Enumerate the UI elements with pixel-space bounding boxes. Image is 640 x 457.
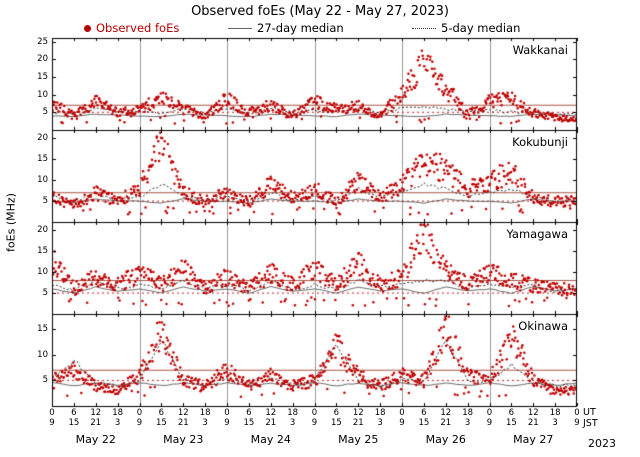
station-label-wakkanai: Wakkanai — [512, 43, 568, 57]
x-tick-label-ut: 0 — [574, 408, 580, 418]
day-label: May 26 — [425, 433, 466, 446]
solid-line-marker-icon — [228, 27, 252, 29]
x-tick-label-ut: 6 — [508, 408, 515, 418]
x-tick-label-jst: 3 — [552, 418, 558, 428]
x-tick-label-ut: 12 — [177, 408, 189, 418]
legend-27day-label: 27-day median — [257, 21, 344, 35]
x-tick-label-jst: 21 — [177, 418, 189, 428]
legend-observed-label: Observed foEs — [96, 21, 180, 35]
jst-unit-label: JST — [583, 418, 598, 429]
x-tick-label-jst: 9 — [224, 418, 230, 428]
x-tick-label-jst: 21 — [265, 418, 277, 428]
y-tick-label: 15 — [37, 71, 48, 82]
y-tick-label: 5 — [42, 196, 48, 207]
x-tick-label-ut: 6 — [158, 408, 165, 418]
legend-5day-label: 5-day median — [441, 21, 521, 35]
y-tick-label: 5 — [42, 107, 48, 118]
x-tick-label-ut: 12 — [265, 408, 277, 418]
x-tick-label-jst: 9 — [399, 418, 405, 428]
y-tick-label: 10 — [37, 175, 48, 186]
y-axis-label: foEs (MHz) — [4, 193, 18, 252]
y-tick-label: 15 — [37, 246, 48, 257]
day-label: May 25 — [338, 433, 379, 446]
x-tick-label-jst: 21 — [352, 418, 364, 428]
x-tick-label-ut: 18 — [287, 408, 299, 418]
x-tick-label-jst: 9 — [486, 418, 493, 428]
x-tick-label-jst: 3 — [377, 418, 383, 428]
x-tick-label-jst: 15 — [243, 418, 255, 428]
y-tick-label: 10 — [37, 267, 48, 278]
y-tick-label: 15 — [37, 324, 48, 335]
x-tick-label-ut: 0 — [224, 408, 230, 418]
day-label: May 22 — [75, 433, 116, 446]
x-tick-label-jst: 21 — [527, 418, 539, 428]
x-tick-label-jst: 3 — [202, 418, 208, 428]
y-tick-label: 10 — [37, 89, 48, 100]
legend-27day-median: 27-day median — [228, 21, 344, 35]
x-tick-label-jst: 3 — [289, 418, 296, 428]
y-tick-label: 15 — [37, 154, 48, 165]
x-tick-label-jst: 21 — [440, 418, 452, 428]
x-tick-label-ut: 6 — [246, 408, 252, 418]
day-label: May 24 — [250, 433, 291, 446]
y-tick-label: 5 — [42, 288, 48, 299]
x-tick-label-ut: 18 — [112, 408, 124, 418]
x-tick-label-jst: 3 — [114, 418, 121, 428]
x-tick-label-jst: 9 — [574, 418, 580, 428]
x-tick-label-jst: 9 — [311, 418, 318, 428]
x-tick-label-ut: 0 — [399, 408, 405, 418]
y-tick-label: 20 — [37, 54, 48, 65]
x-tick-label-ut: 12 — [440, 408, 452, 418]
station-label-kokubunji: Kokubunji — [512, 135, 568, 149]
chart-title: Observed foEs (May 22 - May 27, 2023) — [191, 4, 449, 19]
x-tick-label-ut: 0 — [311, 408, 318, 418]
legend-observed: Observed foEs — [84, 21, 179, 35]
x-tick-label-jst: 9 — [136, 418, 143, 428]
year-label: 2023 — [588, 437, 616, 450]
x-tick-label-ut: 18 — [462, 408, 474, 418]
y-tick-label: 5 — [42, 375, 48, 386]
y-tick-label: 10 — [37, 349, 48, 360]
y-tick-label: 25 — [37, 36, 48, 47]
dotted-line-marker-icon — [412, 27, 436, 29]
x-tick-label-ut: 18 — [374, 408, 386, 418]
y-tick-label: 20 — [37, 133, 48, 144]
ut-unit-label: UT — [583, 407, 596, 418]
x-tick-label-ut: 18 — [549, 408, 561, 418]
x-tick-label-jst: 15 — [330, 418, 342, 428]
x-tick-label-jst: 15 — [505, 418, 517, 428]
x-tick-label-ut: 18 — [199, 408, 211, 418]
x-tick-label-ut: 0 — [49, 408, 55, 418]
x-tick-label-ut: 12 — [527, 408, 539, 418]
x-tick-label-jst: 15 — [68, 418, 80, 428]
x-tick-label-jst: 9 — [49, 418, 55, 428]
y-tick-label: 20 — [37, 225, 48, 236]
x-tick-label-ut: 12 — [352, 408, 364, 418]
x-tick-label-ut: 0 — [136, 408, 143, 418]
x-tick-label-jst: 21 — [90, 418, 102, 428]
red-dot-marker-icon — [84, 24, 91, 32]
x-tick-label-ut: 0 — [486, 408, 493, 418]
station-label-yamagawa: Yamagawa — [506, 227, 568, 241]
day-label: May 27 — [513, 433, 554, 446]
x-tick-label-jst: 15 — [155, 418, 167, 428]
x-tick-label-ut: 6 — [421, 408, 427, 418]
x-tick-label-ut: 12 — [90, 408, 102, 418]
legend-5day-median: 5-day median — [412, 21, 520, 35]
x-tick-label-jst: 15 — [418, 418, 430, 428]
station-label-okinawa: Okinawa — [518, 319, 568, 333]
day-label: May 23 — [163, 433, 204, 446]
x-tick-label-ut: 6 — [71, 408, 77, 418]
x-tick-label-jst: 3 — [464, 418, 471, 428]
x-tick-label-ut: 6 — [333, 408, 340, 418]
